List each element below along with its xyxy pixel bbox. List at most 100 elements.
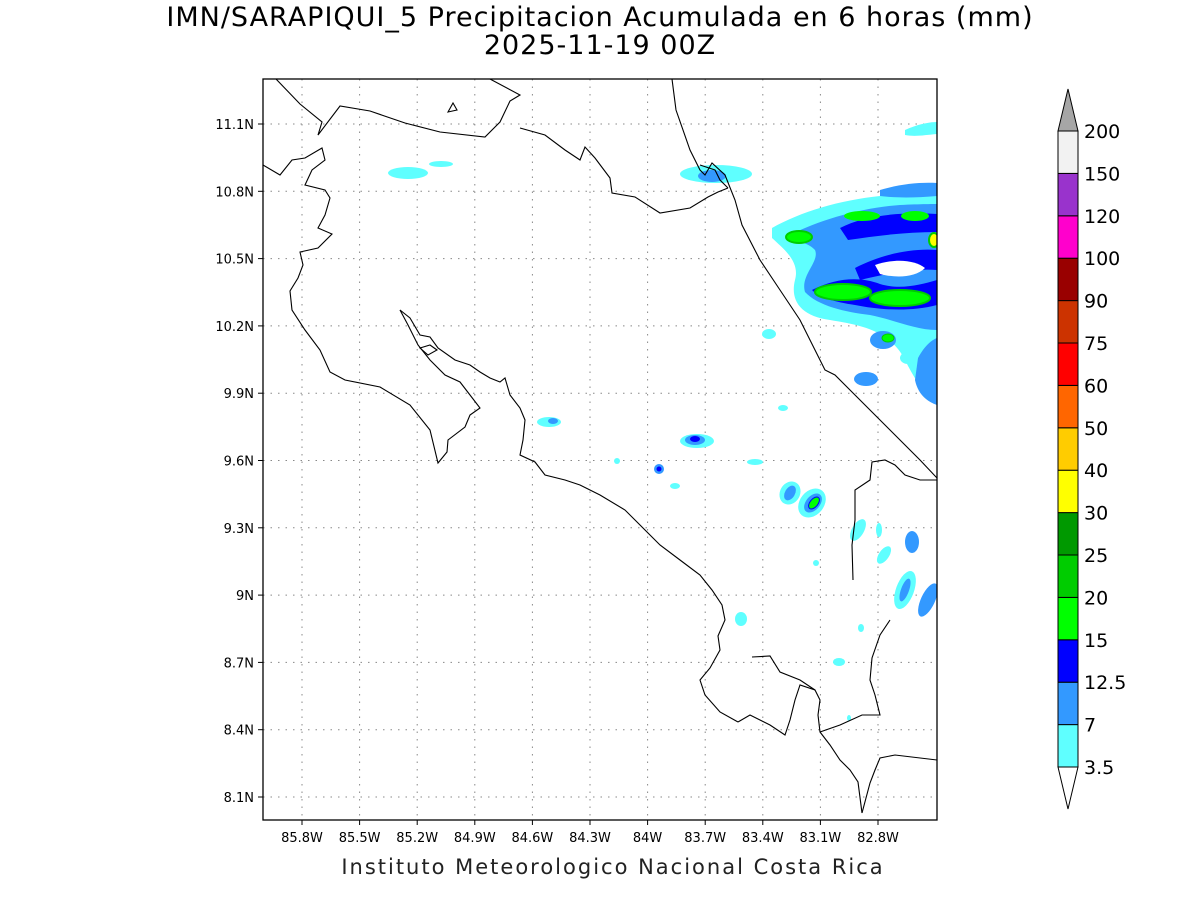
rain-cell-15-core — [899, 578, 911, 602]
rain-cell-12 — [833, 658, 845, 666]
colorbar-segment — [1057, 639, 1079, 683]
lat-tick-label: 10.2N — [215, 320, 254, 335]
colorbar-segment — [1057, 681, 1079, 726]
colorbar: 3.5 7 12.5 15 20 25 30 40 50 60 75 90 100 120 150 200 — [1057, 88, 1126, 810]
lon-tick-label: 85.5W — [339, 831, 381, 846]
rain-core-green-3 — [814, 283, 872, 301]
rain-cell-13 — [850, 519, 866, 541]
coastline-caribbean-inlet — [699, 164, 729, 189]
rain-blob-east-2 — [854, 372, 878, 386]
rain-cell-16 — [918, 583, 937, 617]
lat-tick-label: 9.6N — [224, 455, 254, 470]
rain-cell-7 — [778, 405, 788, 411]
lon-tick-label: 84.3W — [569, 831, 611, 846]
colorbar-segment — [1057, 427, 1079, 471]
map-title: IMN/SARAPIQUI_5 Precipitacion Acumulada … — [166, 2, 1034, 33]
rain-cell-20 — [847, 715, 851, 721]
map-grid — [263, 79, 937, 820]
lon-tick-label: 83.1W — [799, 831, 841, 846]
lon-tick-label: 85.8W — [281, 831, 323, 846]
rain-cell-8 — [747, 459, 763, 465]
lon-tick-label: 84.9W — [454, 831, 496, 846]
colorbar-label: 90 — [1084, 291, 1108, 313]
credit-text: Instituto Meteorologico Nacional Costa R… — [341, 855, 885, 879]
colorbar-label: 200 — [1084, 121, 1120, 143]
rain-core-green-5 — [901, 211, 929, 221]
colorbar-segment — [1057, 512, 1079, 556]
colorbar-label: 150 — [1084, 163, 1120, 185]
rain-cell-11 — [735, 612, 747, 626]
coastline-pacific-north — [275, 79, 522, 138]
map-frame — [262, 78, 938, 821]
lat-tick-label: 9.3N — [224, 522, 254, 537]
rain-core-green-1 — [785, 230, 813, 244]
rain-blob-east-1-core — [881, 333, 895, 343]
coastline-gulf-papagayo — [263, 147, 481, 465]
island-north — [446, 101, 458, 113]
lon-tick-label: 84W — [633, 831, 663, 846]
rain-core-green-4 — [869, 289, 931, 307]
coastline-panama-south — [861, 754, 937, 814]
colorbar-label: 40 — [1084, 460, 1108, 482]
rain-blob-east-3 — [900, 352, 916, 364]
colorbar-label: 100 — [1084, 248, 1120, 270]
colorbar-segment — [1057, 215, 1079, 259]
coastline-nicaragua-lake — [519, 127, 729, 214]
colorbar-segment — [1057, 300, 1079, 344]
coastline-golfo-dulce — [751, 655, 816, 691]
colorbar-label: 20 — [1084, 587, 1108, 609]
rain-patch-nw-2 — [429, 161, 453, 167]
precipitation-field — [388, 122, 937, 721]
rain-east-column — [915, 338, 937, 405]
rain-cell-18 — [876, 523, 882, 537]
lat-tick-label: 8.1N — [224, 791, 254, 806]
border-panama — [851, 459, 937, 581]
lon-tick-label: 84.6W — [511, 831, 553, 846]
lat-tick-label: 10.8N — [215, 185, 254, 200]
rain-strip-top — [905, 122, 937, 136]
colorbar-segment — [1057, 172, 1079, 217]
colorbar-segment — [1057, 554, 1079, 598]
colorbar-segment — [1057, 342, 1079, 386]
rain-cell-19 — [858, 624, 864, 632]
colorbar-label: 7 — [1084, 715, 1096, 737]
colorbar-segment — [1057, 257, 1079, 302]
rain-cell-4 — [670, 483, 680, 489]
colorbar-segment — [1057, 130, 1079, 174]
rain-cell-10-inner — [808, 496, 820, 510]
rain-cell-1-inner — [690, 436, 700, 442]
coastline-osa — [737, 684, 863, 814]
rain-cell-17 — [876, 546, 892, 564]
rain-cell-3-core — [656, 466, 662, 472]
colorbar-label: 25 — [1084, 545, 1108, 567]
coastline-nicoya-gulf — [399, 309, 739, 723]
lon-tick-label: 83.4W — [742, 831, 784, 846]
rain-cell-14 — [905, 531, 919, 553]
rain-cell-2-core — [548, 418, 558, 424]
colorbar-label: 3.5 — [1084, 757, 1114, 779]
rain-cell-21 — [813, 560, 819, 566]
map-subtitle: 2025-11-19 00Z — [483, 30, 717, 61]
colorbar-segment — [1057, 469, 1079, 514]
colorbar-low-triangle — [1057, 766, 1079, 810]
colorbar-segment — [1057, 384, 1079, 429]
rain-strip-top-7 — [880, 182, 937, 198]
lon-tick-label: 85.2W — [396, 831, 438, 846]
island-nicoya — [418, 344, 439, 356]
lat-tick-label: 10.5N — [215, 253, 254, 268]
rain-patch-nw-1 — [388, 167, 428, 179]
rain-cell-5 — [614, 458, 620, 464]
colorbar-segment — [1057, 596, 1079, 641]
rain-cell-9-core — [784, 485, 796, 501]
rain-core-yellow — [928, 232, 937, 248]
colorbar-label: 15 — [1084, 630, 1108, 652]
colorbar-label: 12.5 — [1084, 672, 1126, 694]
lat-tick-label: 11.1N — [215, 118, 254, 133]
colorbar-label: 75 — [1084, 333, 1108, 355]
colorbar-segment — [1057, 724, 1079, 768]
colorbar-label: 50 — [1084, 418, 1108, 440]
map-axes: 85.8W 85.5W 85.2W 84.9W 84.6W 84.3W 84W 83.7W 83… — [215, 118, 899, 846]
rain-core-green-2 — [844, 211, 880, 221]
lat-tick-label: 8.7N — [224, 656, 254, 671]
